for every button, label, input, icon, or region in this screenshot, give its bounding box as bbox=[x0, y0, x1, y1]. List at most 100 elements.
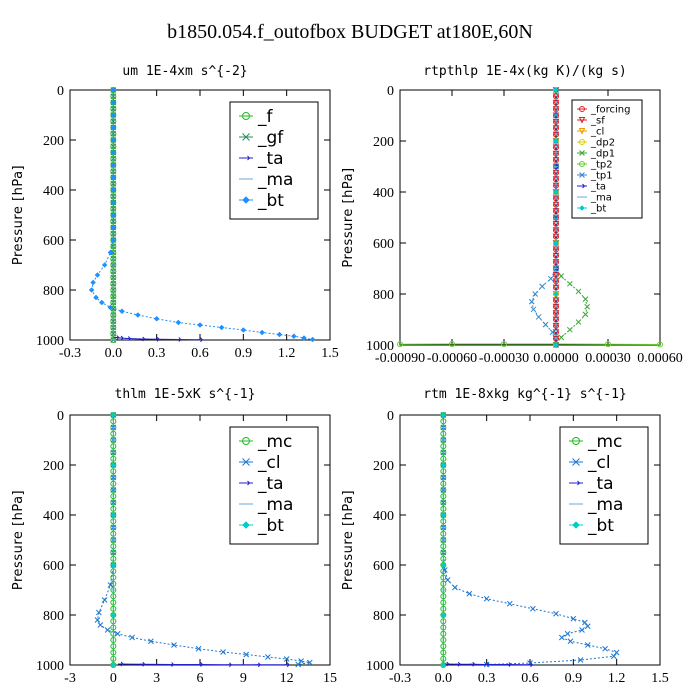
data-point bbox=[501, 340, 507, 347]
data-point bbox=[553, 240, 559, 246]
data-point bbox=[110, 224, 117, 231]
data-point bbox=[110, 637, 117, 643]
data-point bbox=[440, 537, 447, 543]
data-point bbox=[110, 149, 117, 156]
data-point bbox=[110, 462, 117, 468]
data-point bbox=[154, 336, 160, 342]
series-ta bbox=[113, 335, 204, 343]
data-point bbox=[110, 199, 117, 206]
data-point bbox=[104, 627, 111, 633]
data-point bbox=[98, 299, 105, 306]
legend-marker bbox=[579, 172, 585, 178]
data-point bbox=[558, 334, 565, 341]
y-tick-label: 0 bbox=[387, 84, 394, 99]
data-point bbox=[530, 605, 536, 612]
x-tick-label: 0.00030 bbox=[585, 351, 631, 366]
data-point bbox=[553, 138, 559, 144]
data-point bbox=[110, 162, 117, 168]
legend-marker bbox=[579, 161, 585, 167]
x-tick-label: 12 bbox=[280, 671, 294, 686]
x-tick-label: 0.6 bbox=[521, 671, 539, 686]
data-point bbox=[110, 480, 117, 487]
series-bt bbox=[110, 412, 117, 668]
legend-label: _sf bbox=[590, 116, 605, 127]
x-tick-label: -0.00030 bbox=[479, 351, 529, 366]
legend-marker bbox=[578, 117, 586, 124]
y-tick-label: 800 bbox=[43, 284, 64, 299]
data-point bbox=[553, 87, 559, 93]
legend-marker bbox=[572, 437, 580, 445]
data-point bbox=[110, 274, 117, 281]
data-point bbox=[584, 303, 591, 310]
data-point bbox=[483, 595, 490, 602]
data-point bbox=[125, 336, 131, 341]
legend-label: _ta bbox=[257, 149, 284, 169]
data-point bbox=[440, 612, 447, 618]
panel-title: rtm 1E-8xkg kg^{-1} s^{-1} bbox=[423, 387, 627, 402]
data-point bbox=[657, 341, 663, 348]
legend-label: _bt bbox=[590, 204, 606, 215]
data-point bbox=[110, 293, 117, 300]
data-point bbox=[440, 437, 447, 443]
data-point bbox=[582, 311, 589, 318]
data-point bbox=[94, 272, 101, 278]
chart-panel-4: rtm 1E-8xkg kg^{-1} s^{-1} Pressure [hPa]… bbox=[341, 387, 669, 686]
legend-label: _ta bbox=[587, 474, 614, 494]
data-point bbox=[575, 319, 582, 325]
y-tick-label: 1000 bbox=[366, 659, 394, 674]
legend-marker bbox=[242, 458, 250, 466]
data-point bbox=[444, 577, 451, 583]
data-point bbox=[582, 619, 588, 626]
legend-label: _ma bbox=[587, 495, 623, 515]
series-bt bbox=[440, 412, 447, 668]
data-point bbox=[110, 130, 117, 137]
data-point bbox=[306, 659, 313, 666]
legend-marker bbox=[578, 128, 586, 135]
data-point bbox=[301, 335, 307, 341]
legend-marker bbox=[572, 480, 581, 486]
x-tick-label: 0.6 bbox=[191, 346, 209, 361]
data-point bbox=[101, 262, 108, 268]
data-point bbox=[440, 562, 447, 568]
data-point bbox=[110, 137, 117, 143]
data-point bbox=[528, 298, 535, 305]
data-point bbox=[397, 341, 403, 348]
data-point bbox=[110, 499, 117, 506]
legend-label: _forcing bbox=[590, 105, 631, 116]
data-point bbox=[539, 283, 545, 290]
data-point bbox=[110, 124, 117, 131]
legend-label: _mc bbox=[587, 432, 622, 452]
data-point bbox=[139, 661, 146, 667]
series-bt bbox=[88, 87, 316, 343]
data-point bbox=[309, 336, 316, 343]
legend-label: _dp2 bbox=[590, 138, 615, 149]
data-point bbox=[575, 288, 582, 295]
data-point bbox=[440, 580, 447, 587]
chart-panel-3: thlm 1E-5xK s^{-1} Pressure [hPa] -3 0 3 6 9 12… bbox=[11, 387, 337, 686]
legend-label: _cl bbox=[257, 453, 281, 473]
x-tick-label: 0.9 bbox=[235, 346, 253, 361]
data-point bbox=[90, 279, 96, 286]
data-point bbox=[440, 637, 447, 643]
data-point bbox=[567, 326, 573, 333]
y-tick-label: 0 bbox=[387, 409, 394, 424]
data-point bbox=[171, 642, 177, 648]
data-point bbox=[440, 474, 447, 481]
data-point bbox=[259, 329, 265, 336]
data-point bbox=[283, 656, 290, 662]
data-point bbox=[527, 662, 534, 668]
legend-label: _ma bbox=[257, 170, 293, 190]
data-point bbox=[175, 337, 182, 342]
x-tick-label: 6 bbox=[197, 671, 204, 686]
data-point bbox=[440, 512, 447, 518]
data-point bbox=[547, 275, 554, 282]
x-tick-label: 0.3 bbox=[148, 346, 166, 361]
legend-label: _ta bbox=[257, 474, 284, 494]
legend-label: _bt bbox=[587, 516, 614, 536]
data-point bbox=[197, 662, 204, 667]
data-point bbox=[110, 330, 117, 337]
data-point bbox=[153, 315, 160, 322]
data-point bbox=[110, 437, 117, 443]
data-point bbox=[110, 537, 117, 543]
data-point bbox=[549, 329, 556, 336]
